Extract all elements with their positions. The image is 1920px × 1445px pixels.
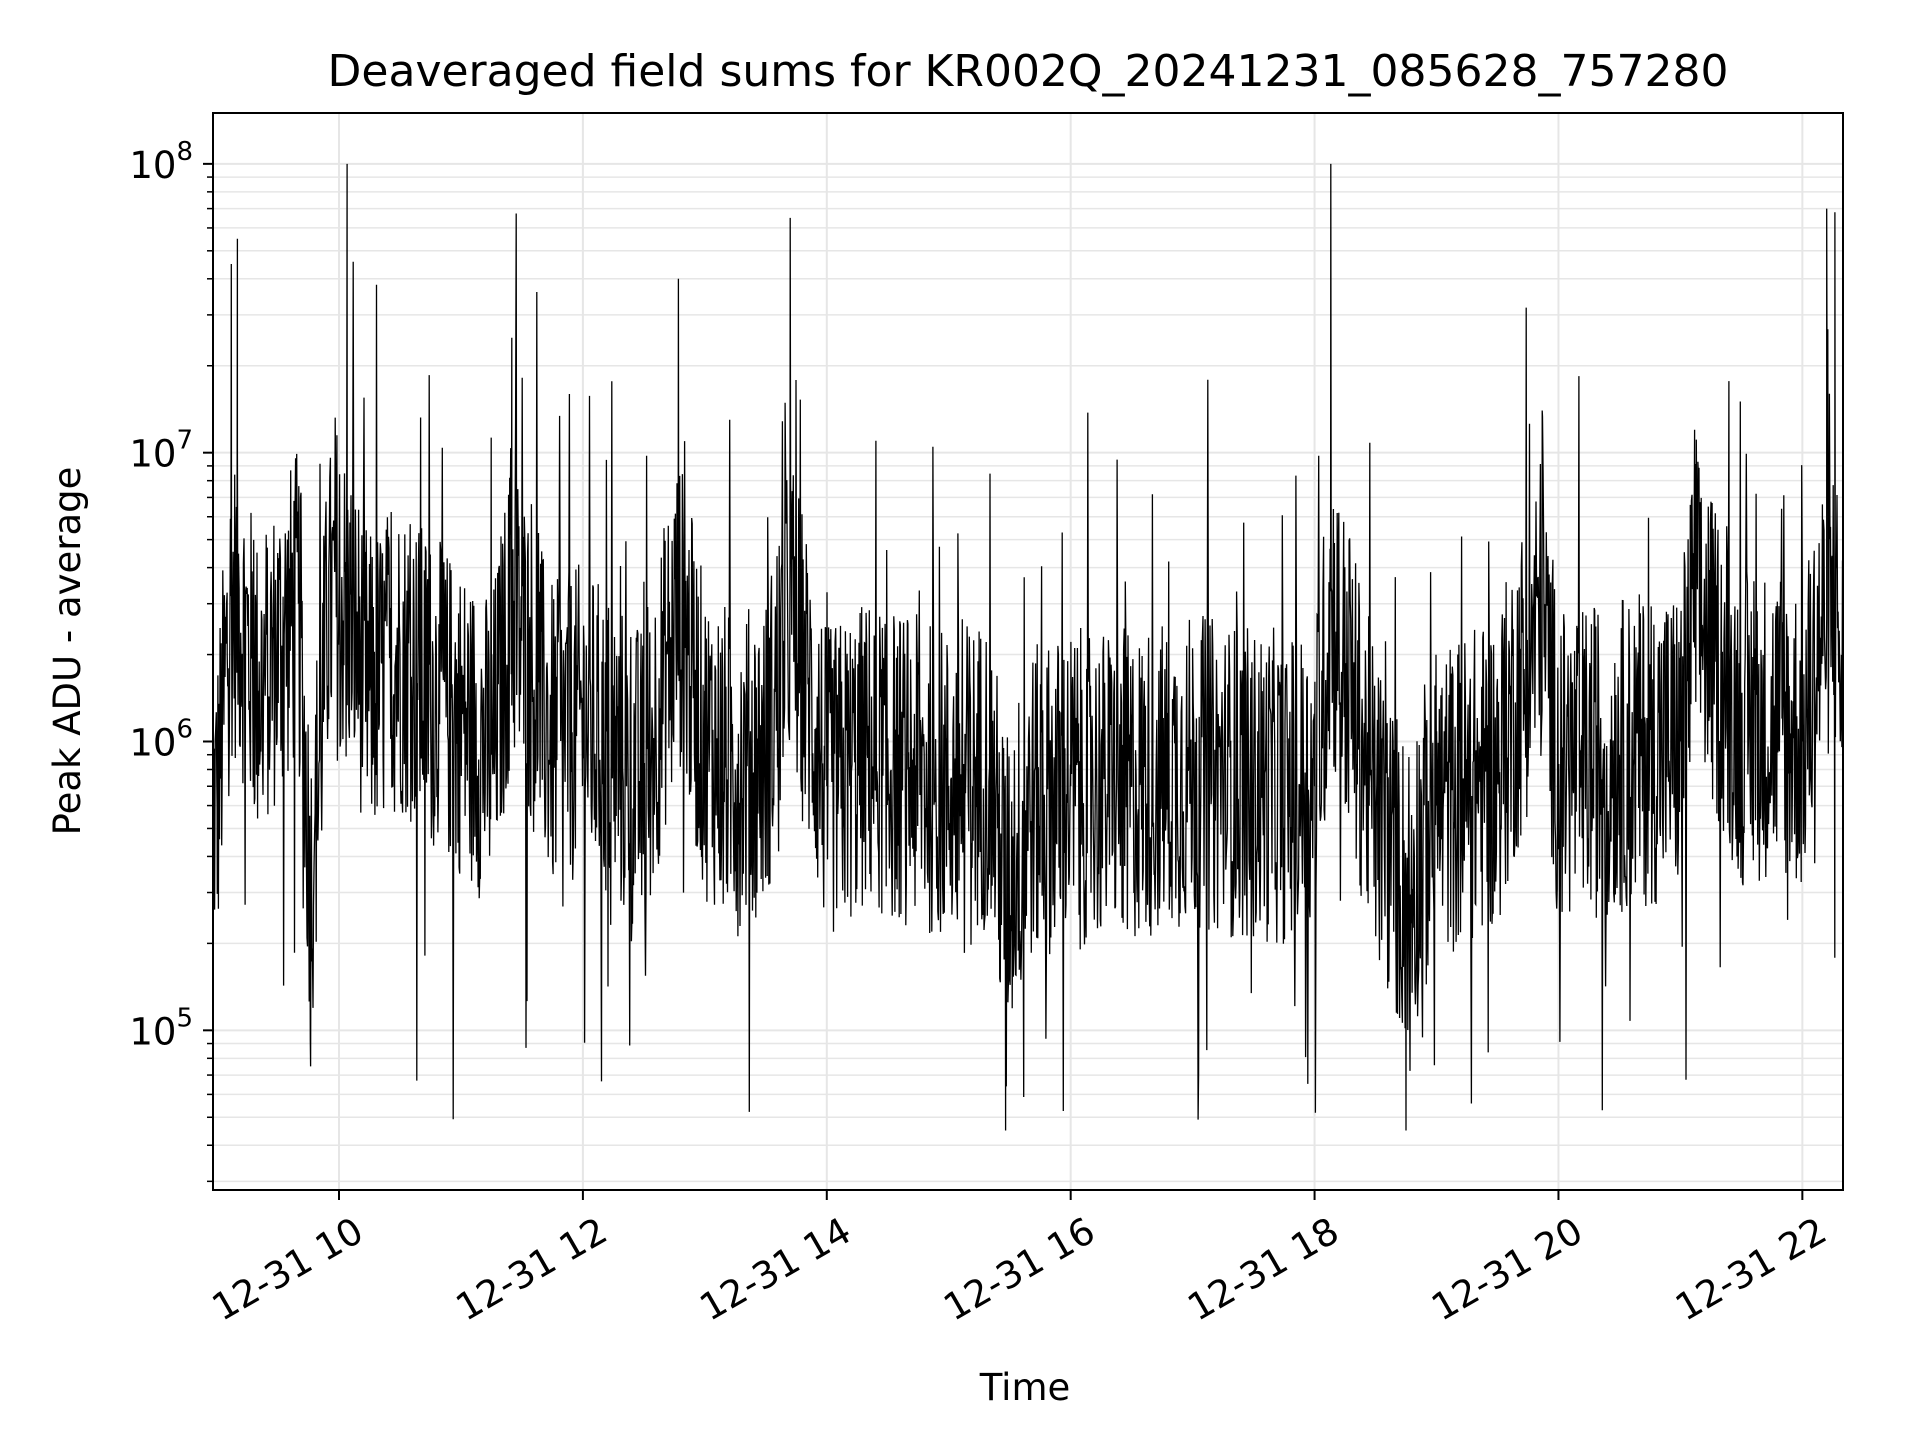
x-tick-label: 12-31 16: [937, 1209, 1103, 1329]
y-tick-label-exponent: 6: [176, 715, 193, 745]
series-line: [212, 163, 1844, 1131]
y-tick-label-exponent: 7: [176, 426, 193, 456]
y-tick-label-base: 10: [129, 1010, 176, 1053]
y-tick-label-exponent: 5: [176, 1003, 193, 1033]
x-tick-label: 12-31 10: [205, 1209, 371, 1329]
y-tick-label-exponent: 8: [176, 137, 193, 167]
x-tick-label: 12-31 14: [693, 1209, 859, 1329]
series-layer: [212, 163, 1844, 1131]
y-axis-label: Peak ADU - average: [46, 467, 89, 836]
y-tick-label: 108: [129, 137, 193, 187]
y-tick-label: 106: [129, 715, 193, 765]
y-tick-label-base: 10: [129, 722, 176, 765]
x-tick-label: 12-31 20: [1424, 1209, 1590, 1329]
x-tick-label: 12-31 12: [449, 1209, 615, 1329]
y-tick-label: 107: [129, 426, 193, 476]
y-tick-label-base: 10: [129, 144, 176, 187]
plot-frame: [212, 112, 1844, 1191]
x-tick-label: 12-31 18: [1180, 1209, 1346, 1329]
x-axis-label: Time: [979, 1366, 1071, 1409]
chart-title: Deaveraged field sums for KR002Q_2024123…: [328, 46, 1729, 97]
y-tick-label-base: 10: [129, 433, 176, 476]
x-tick-label: 12-31 22: [1668, 1209, 1834, 1329]
y-tick-label: 105: [129, 1003, 193, 1053]
